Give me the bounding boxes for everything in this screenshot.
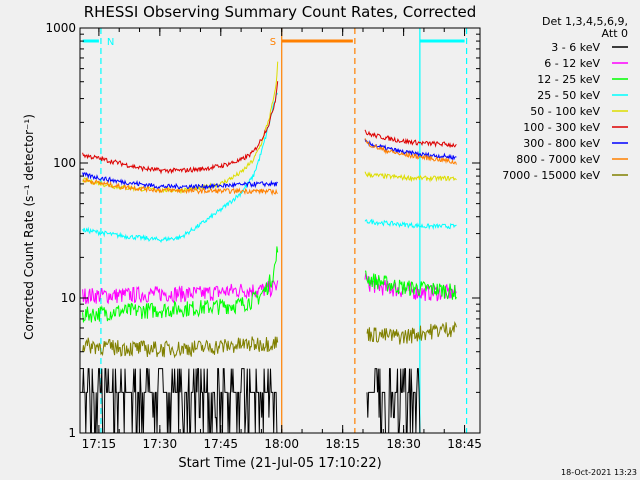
y-tick-label: 1000 <box>45 21 76 35</box>
marker-label: N <box>107 37 114 48</box>
y-tick-label: 10 <box>61 291 76 305</box>
series-3 <box>82 92 457 244</box>
series-line <box>364 139 457 161</box>
legend-entry: 300 - 800 keV <box>523 137 600 150</box>
series-line <box>82 246 279 324</box>
x-tick-label: 17:30 <box>143 437 178 451</box>
series-8 <box>82 320 457 359</box>
series-line <box>366 368 421 433</box>
legend-entry: 3 - 6 keV <box>551 41 600 54</box>
marker-label: S <box>270 37 276 48</box>
legend-entry: 100 - 300 keV <box>523 121 600 134</box>
legend-entry: 7000 - 15000 keV <box>502 169 600 182</box>
series-4 <box>82 61 457 195</box>
y-axis-label: Corrected Count Rate (s⁻¹ detector⁻¹) <box>22 114 36 340</box>
series-5 <box>82 81 457 175</box>
series-line <box>364 129 457 148</box>
y-tick-label: 1 <box>68 426 76 440</box>
series-line <box>364 171 457 183</box>
series-line <box>82 61 279 195</box>
series-2 <box>82 246 457 324</box>
legend-header: Att 0 <box>602 27 628 40</box>
legend-entry: 800 - 7000 keV <box>516 153 600 166</box>
x-tick-label: 18:30 <box>386 437 421 451</box>
series-line <box>82 336 279 359</box>
series-line <box>82 368 278 433</box>
series-line <box>82 177 278 196</box>
x-tick-label: 18:45 <box>447 437 482 451</box>
legend-entry: 50 - 100 keV <box>530 105 600 118</box>
series-line <box>82 171 278 191</box>
series-line <box>82 280 279 305</box>
plot-frame <box>79 27 481 434</box>
series-line <box>366 320 457 345</box>
series-6 <box>82 139 457 191</box>
x-tick-label: 18:15 <box>325 437 360 451</box>
legend-entry: 25 - 50 keV <box>537 89 600 102</box>
legend-entry: 6 - 12 keV <box>544 57 600 70</box>
plot-inner <box>82 28 468 433</box>
series-7 <box>82 138 457 196</box>
series-line <box>82 92 279 244</box>
x-tick-label: 17:15 <box>82 437 117 451</box>
legend-header: Det 1,3,4,5,6,9, <box>542 15 628 28</box>
x-tick-label: 18:00 <box>264 437 299 451</box>
y-tick-label: 100 <box>53 156 76 170</box>
series-line <box>364 218 457 231</box>
legend-entry: 12 - 25 keV <box>537 73 600 86</box>
x-tick-label: 17:45 <box>203 437 238 451</box>
legend: Det 1,3,4,5,6,9,Att 03 - 6 keV 6 - 12 keV… <box>502 15 628 182</box>
footer-date: 18-Oct-2021 13:23 <box>561 468 637 477</box>
x-axis-label: Start Time (21-Jul-05 17:10:22) <box>178 456 381 471</box>
series-0 <box>82 368 421 433</box>
series-line <box>364 270 457 300</box>
axes: 1 10 100 1000 17:15 17:30 17:45 18:00 18:15 18:30… <box>45 21 481 451</box>
chart-title: RHESSI Observing Summary Count Rates, Co… <box>84 3 477 21</box>
series-line <box>364 138 457 165</box>
series-line <box>82 81 279 175</box>
